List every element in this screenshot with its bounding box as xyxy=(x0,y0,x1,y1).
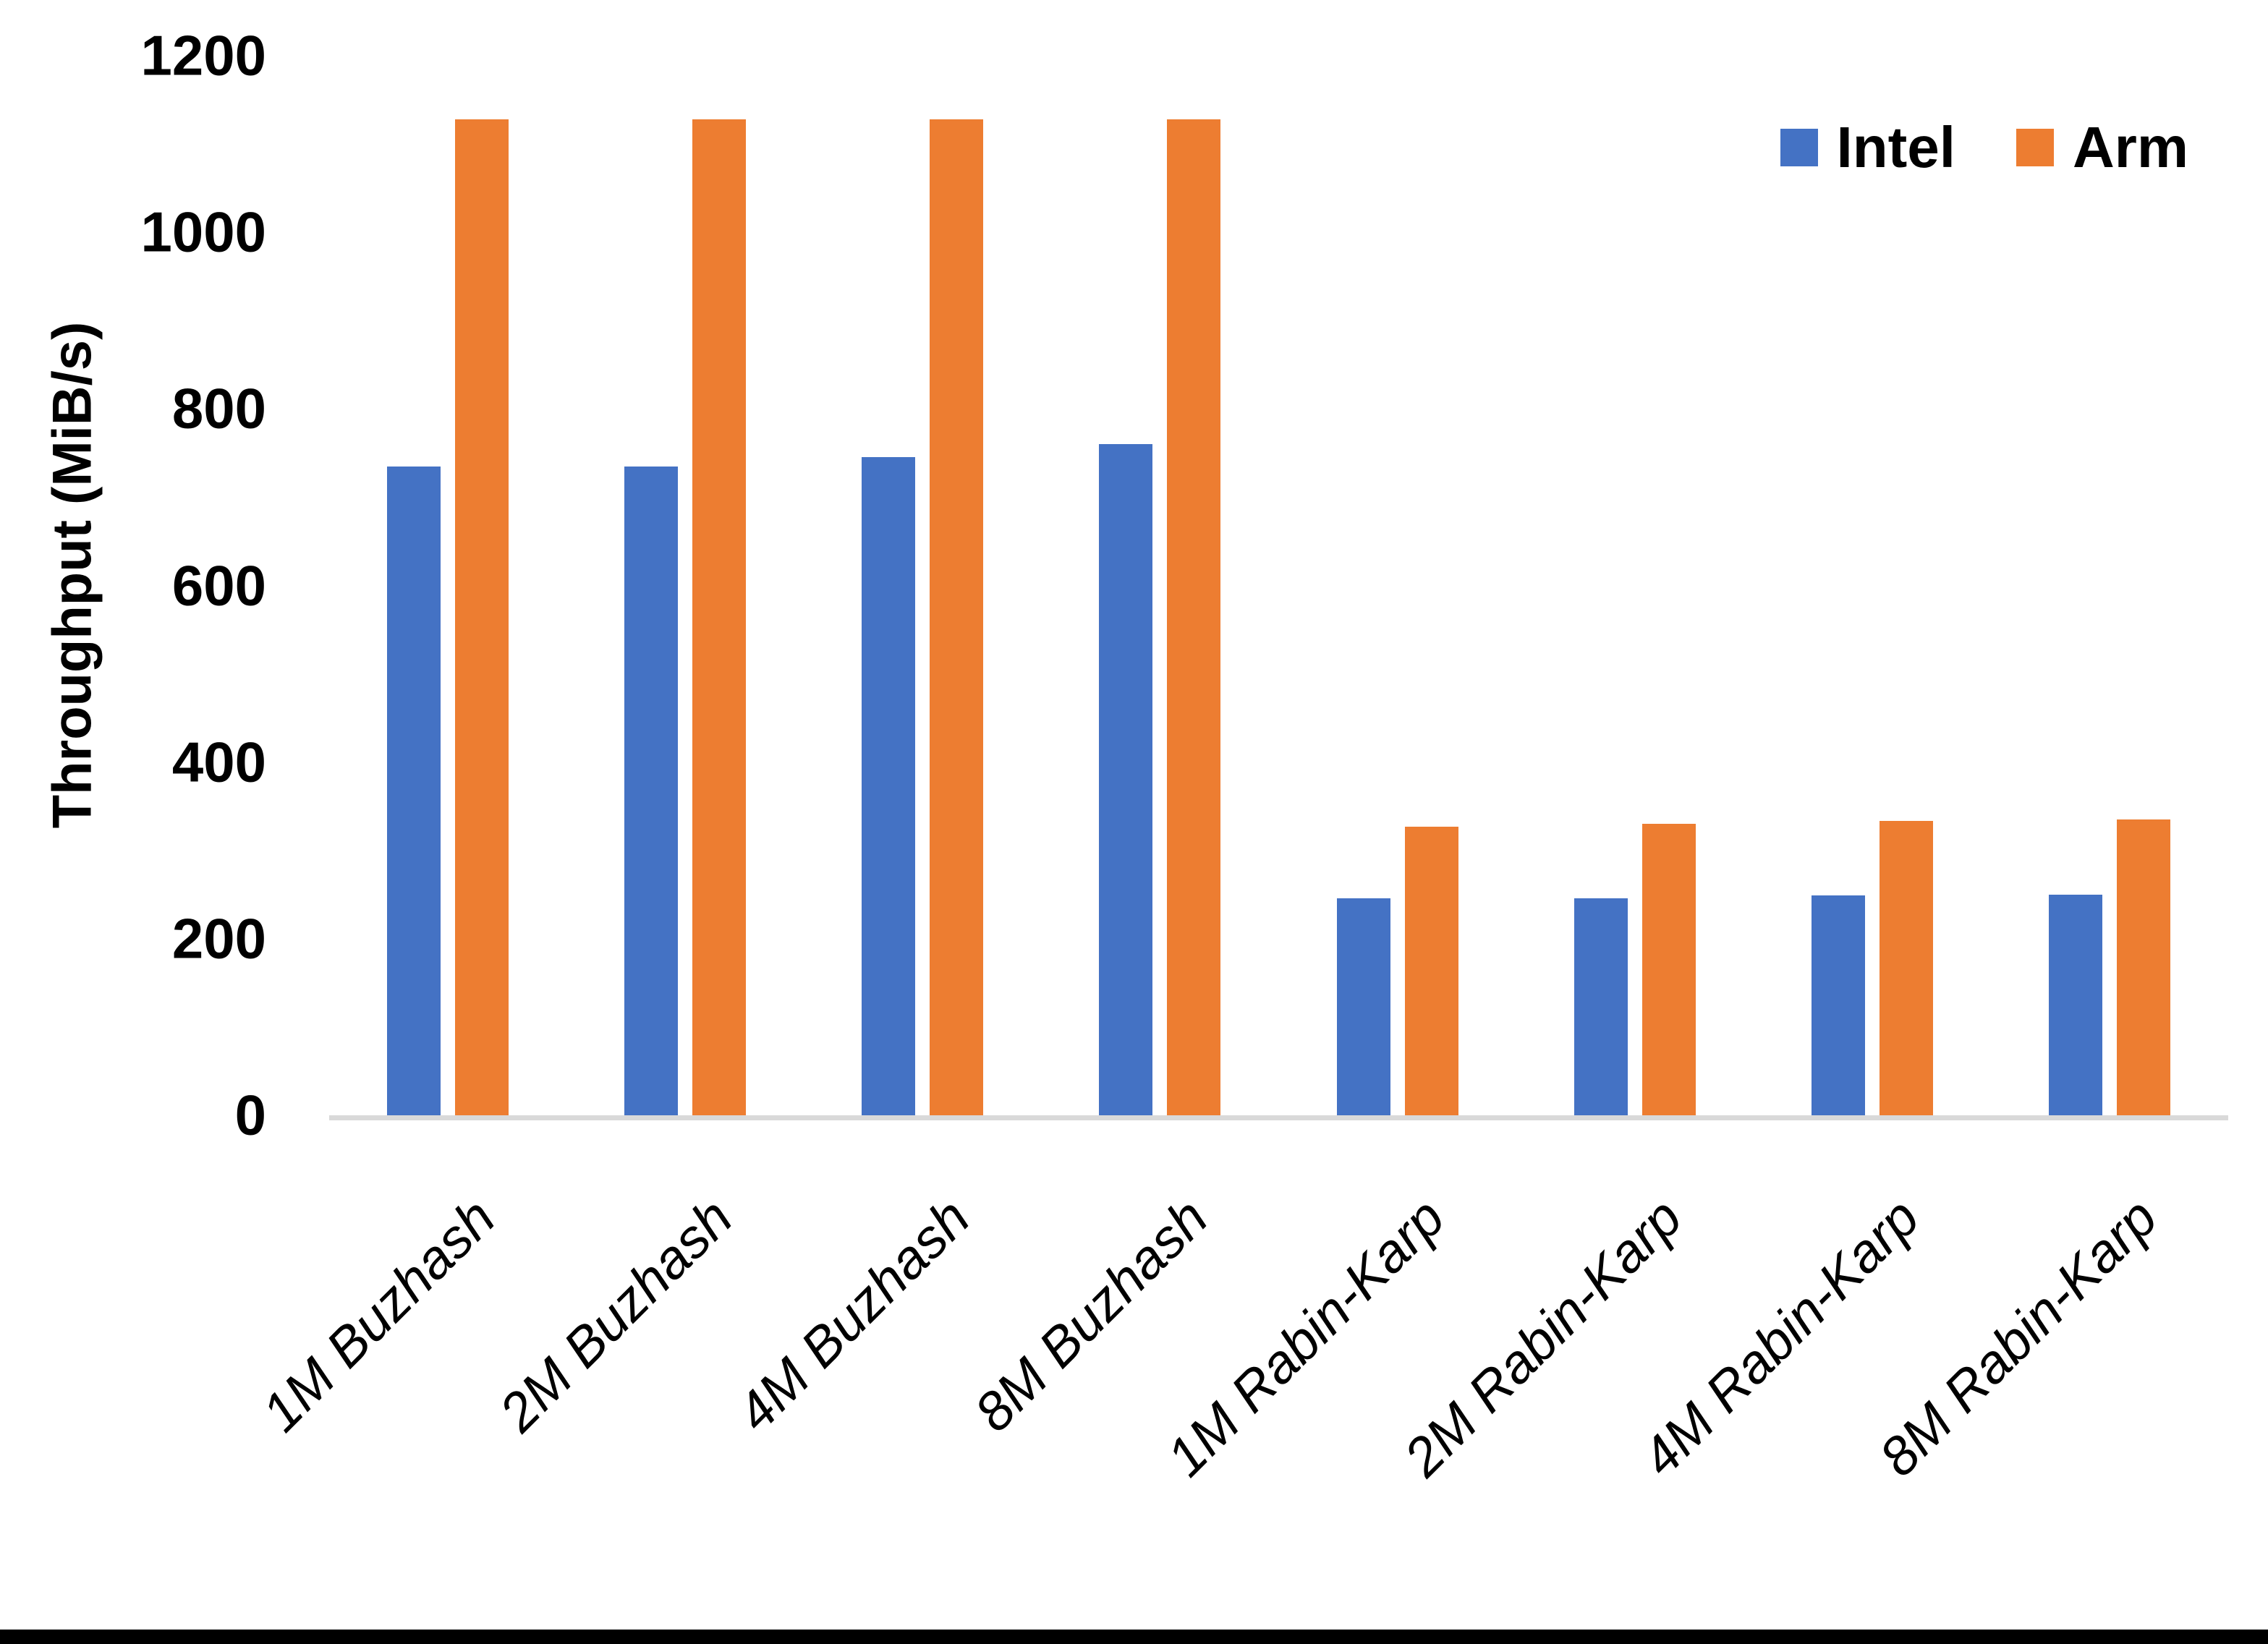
bar-arm-2m-buzhash xyxy=(692,119,747,1115)
bar-intel-4m-buzhash xyxy=(862,457,916,1115)
x-tick-label-2m-buzhash: 2M Buzhash xyxy=(488,1186,744,1443)
y-tick-label-0: 0 xyxy=(234,1083,266,1147)
bar-intel-1m-buzhash xyxy=(387,466,441,1115)
legend-swatch-arm xyxy=(2016,129,2054,166)
legend-label-intel: Intel xyxy=(1836,115,1955,179)
x-tick-label-8m-buzhash: 8M Buzhash xyxy=(962,1186,1219,1443)
x-axis-line xyxy=(329,1115,2228,1120)
bar-intel-2m-rabin-karp xyxy=(1573,898,1628,1115)
y-tick-label-800: 800 xyxy=(171,376,266,440)
bar-arm-4m-buzhash xyxy=(930,119,984,1115)
legend-item-intel: Intel xyxy=(1780,114,1955,181)
bar-arm-2m-rabin-karp xyxy=(1641,824,1696,1115)
bar-intel-1m-rabin-karp xyxy=(1336,898,1390,1115)
bar-arm-8m-buzhash xyxy=(1167,119,1221,1115)
bottom-border-bar xyxy=(0,1630,2268,1644)
bar-arm-8m-rabin-karp xyxy=(2116,819,2170,1115)
bar-intel-4m-rabin-karp xyxy=(1811,895,1865,1115)
chart-legend: Intel Arm xyxy=(1780,114,2188,181)
legend-item-arm: Arm xyxy=(2016,114,2188,181)
bar-arm-4m-rabin-karp xyxy=(1879,821,1933,1115)
y-tick-label-400: 400 xyxy=(171,730,266,794)
bar-arm-1m-rabin-karp xyxy=(1404,826,1458,1115)
y-tick-label-200: 200 xyxy=(171,906,266,971)
bar-intel-2m-buzhash xyxy=(624,466,679,1115)
legend-swatch-intel xyxy=(1780,129,1818,166)
bar-arm-1m-buzhash xyxy=(455,119,509,1115)
bar-intel-8m-rabin-karp xyxy=(2048,894,2102,1115)
y-tick-label-1200: 1200 xyxy=(140,23,266,88)
legend-label-arm: Arm xyxy=(2072,115,2188,179)
y-tick-label-1000: 1000 xyxy=(140,200,266,264)
bar-intel-8m-buzhash xyxy=(1099,444,1153,1115)
x-tick-label-1m-buzhash: 1M Buzhash xyxy=(250,1186,507,1443)
y-tick-label-600: 600 xyxy=(171,553,266,617)
x-tick-label-4m-buzhash: 4M Buzhash xyxy=(725,1186,982,1443)
